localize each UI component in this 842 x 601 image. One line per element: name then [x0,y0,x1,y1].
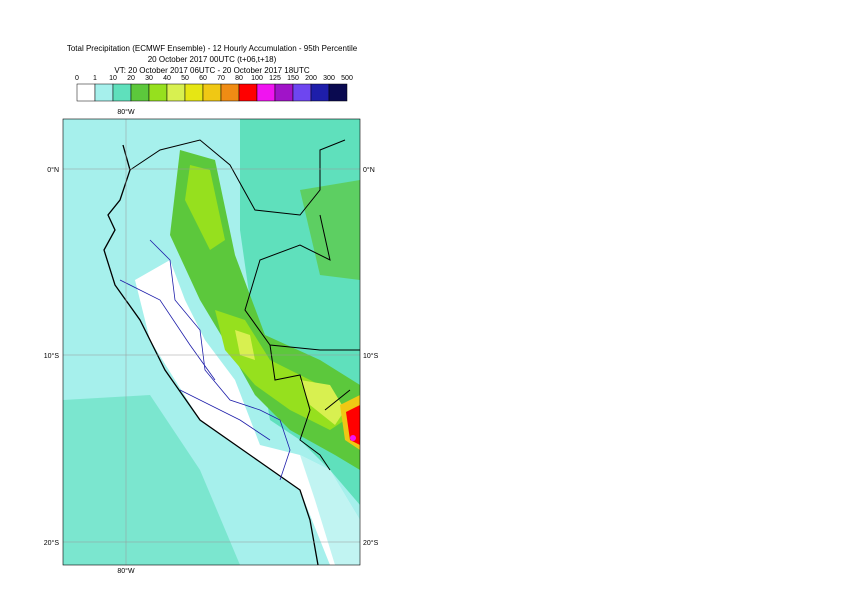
coastline [103,144,319,565]
lon-label: 80°W [117,567,135,575]
legend-label: 200 [305,75,317,82]
legend-label: 60 [199,75,207,82]
lat-label: 20°S [363,539,379,547]
lat-label: 0°N [47,166,59,174]
legend-swatch [202,83,222,102]
legend-label: 20 [127,75,135,82]
legend-label: 0 [75,75,79,82]
legend-label: 100 [251,75,263,82]
lat-label: 0°N [363,166,375,174]
precip-field [350,435,356,441]
title: Total Precipitation (ECMWF Ensemble) - 1… [67,44,358,53]
lon-label: 80°W [117,108,135,116]
legend-label: 1 [93,75,97,82]
legend-label: 30 [145,75,153,82]
legend-label: 10 [109,75,117,82]
lat-label: 10°S [44,352,60,360]
legend: 0 1 10 20 30 40 50 60 70 80 100 125 150 200 300 500 [75,75,353,102]
precip-field [300,380,345,425]
legend-swatch [148,83,168,102]
precip-field [300,455,360,565]
legend-swatch [220,83,240,102]
legend-label: 125 [269,75,281,82]
legend-swatch [166,83,186,102]
region-border [119,239,291,481]
lat-label: 10°S [363,352,379,360]
legend-label: 40 [163,75,171,82]
legend-label: 500 [341,75,353,82]
legend-label: 300 [323,75,335,82]
legend-swatch [76,83,96,102]
lat-label: 20°S [44,539,60,547]
legend-label: 80 [235,75,243,82]
legend-swatch [310,83,330,102]
legend-swatch [328,83,348,102]
precip-field [185,165,225,250]
country-border [129,139,360,471]
map-frame [62,118,361,566]
precip-field [346,405,360,445]
precip-field [235,330,255,360]
precip-field [63,395,240,565]
map [63,119,360,565]
legend-swatch [94,83,114,102]
legend-swatch [184,83,204,102]
legend-label: 70 [217,75,225,82]
title: VT: 20 October 2017 06UTC - 20 October 2… [114,66,309,75]
legend-swatch [112,83,132,102]
precip-field [330,119,360,140]
legend-swatch [256,83,276,102]
legend-swatch [292,83,312,102]
title: 20 October 2017 00UTC (t+06,t+18) [148,55,277,64]
legend-label: 50 [181,75,189,82]
legend-swatch [238,83,258,102]
precip-field [135,260,360,565]
legend-swatch [274,83,294,102]
legend-label: 150 [287,75,299,82]
precip-field [300,180,360,280]
legend-swatch [130,83,150,102]
